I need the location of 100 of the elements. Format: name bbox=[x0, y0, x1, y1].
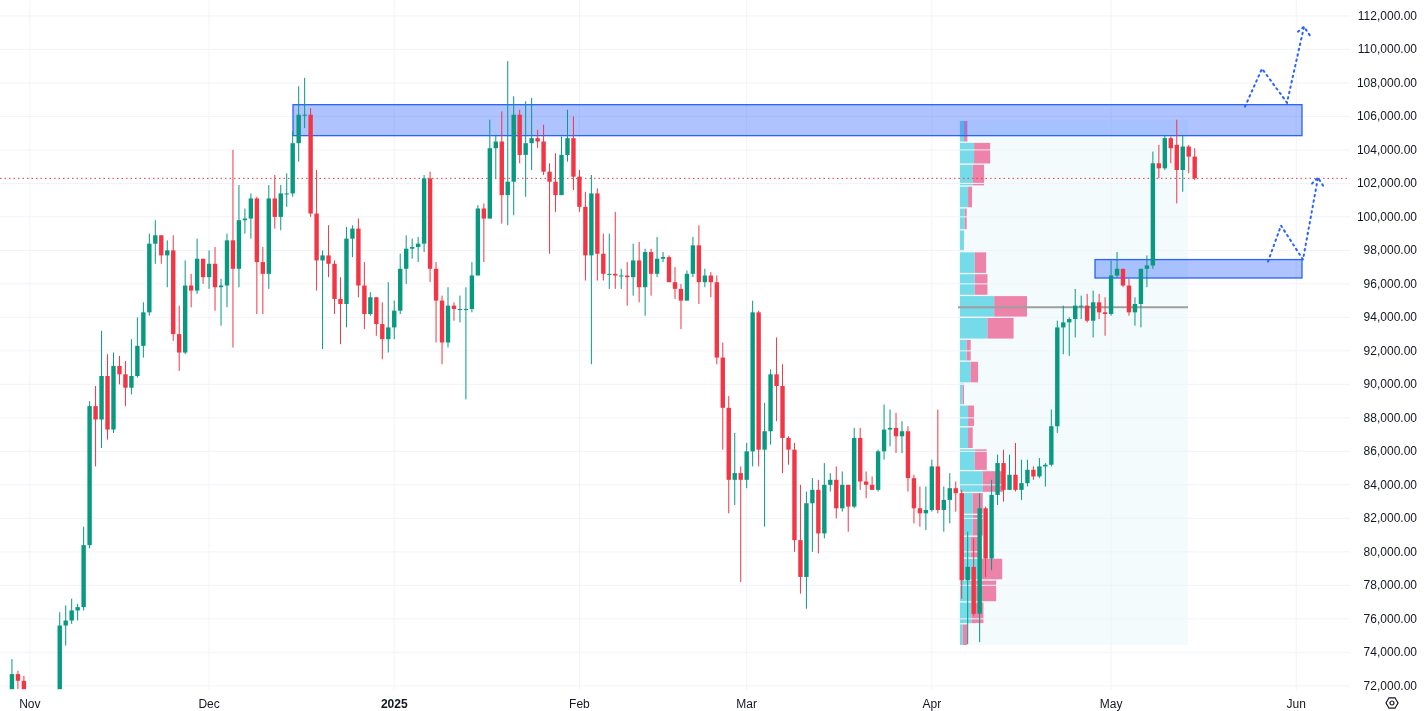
candlestick bbox=[1168, 135, 1173, 164]
candlestick bbox=[248, 192, 254, 240]
candlestick bbox=[648, 248, 654, 297]
candlestick bbox=[810, 477, 815, 553]
candlestick bbox=[284, 172, 289, 208]
candlestick bbox=[738, 465, 743, 583]
y-tick-label: 88,000.00 bbox=[1363, 410, 1418, 425]
candlestick bbox=[732, 432, 737, 506]
candlestick bbox=[481, 202, 487, 263]
candlestick bbox=[463, 286, 469, 400]
y-tick-label: 90,000.00 bbox=[1363, 377, 1418, 392]
x-tick-label: Jun bbox=[1286, 697, 1306, 711]
candlestick bbox=[774, 336, 779, 422]
candlestick bbox=[404, 234, 409, 285]
candlestick bbox=[338, 276, 343, 345]
candlestick bbox=[619, 268, 624, 290]
candlestick bbox=[165, 239, 170, 288]
candlestick bbox=[69, 598, 74, 625]
x-tick-label: 2025 bbox=[380, 697, 408, 711]
candlestick bbox=[762, 402, 767, 528]
y-tick-label: 74,000.00 bbox=[1363, 645, 1418, 660]
y-tick-label: 106,000.00 bbox=[1356, 109, 1418, 124]
candlestick bbox=[601, 233, 606, 282]
candlestick bbox=[1061, 305, 1066, 355]
candlestick bbox=[159, 234, 164, 265]
candlestick bbox=[123, 360, 128, 407]
candlestick bbox=[380, 301, 385, 360]
candlestick bbox=[278, 184, 283, 231]
candlestick bbox=[260, 246, 266, 315]
y-tick-label: 102,000.00 bbox=[1356, 176, 1418, 191]
candlestick bbox=[117, 355, 122, 385]
candlestick bbox=[1078, 295, 1084, 320]
candlestick bbox=[386, 281, 391, 354]
candlestick bbox=[786, 435, 791, 466]
y-tick-label: 82,000.00 bbox=[1363, 511, 1418, 526]
candlestick bbox=[1013, 442, 1018, 493]
y-tick-label: 84,000.00 bbox=[1363, 477, 1418, 492]
candlestick bbox=[1186, 144, 1191, 174]
y-tick-label: 72,000.00 bbox=[1363, 678, 1418, 693]
candlestick bbox=[863, 470, 869, 499]
x-tick-label: Apr bbox=[922, 697, 942, 711]
x-tick-label: Mar bbox=[736, 697, 758, 711]
y-tick-label: 92,000.00 bbox=[1363, 343, 1418, 358]
candlestick bbox=[368, 291, 373, 317]
candlestick bbox=[1037, 457, 1042, 479]
candlestick bbox=[607, 233, 612, 290]
x-tick-label: May bbox=[1099, 697, 1123, 711]
candlestick bbox=[63, 604, 68, 647]
bar bbox=[964, 121, 968, 142]
candlestick bbox=[1084, 293, 1090, 323]
candlestick bbox=[654, 236, 660, 278]
candlestick bbox=[93, 385, 98, 467]
candlestick bbox=[153, 219, 158, 265]
y-tick-label: 98,000.00 bbox=[1363, 243, 1418, 258]
bar bbox=[970, 361, 979, 383]
candlestick bbox=[702, 268, 708, 288]
candlestick bbox=[625, 261, 630, 307]
bar bbox=[960, 186, 969, 208]
y-tick-label: 94,000.00 bbox=[1363, 310, 1418, 325]
candlestick bbox=[678, 283, 684, 330]
bar bbox=[968, 186, 973, 208]
y-tick-label: 110,000.00 bbox=[1357, 42, 1418, 57]
candlestick bbox=[177, 305, 182, 372]
candlestick bbox=[869, 475, 875, 491]
candlestick bbox=[1144, 254, 1150, 288]
candlestick bbox=[965, 531, 970, 645]
candlestick bbox=[672, 266, 678, 300]
candlestick bbox=[708, 271, 714, 298]
candlestick bbox=[529, 97, 534, 171]
candlestick bbox=[15, 670, 21, 690]
candlestick bbox=[523, 100, 528, 198]
candlestick bbox=[129, 338, 134, 395]
candlestick bbox=[1025, 459, 1030, 488]
candlestick bbox=[9, 658, 15, 690]
candlestick bbox=[1096, 293, 1102, 320]
y-tick-label: 86,000.00 bbox=[1363, 444, 1418, 459]
candlestick bbox=[660, 251, 666, 263]
y-tick-label: 104,000.00 bbox=[1356, 142, 1418, 157]
y-tick-label: 80,000.00 bbox=[1363, 544, 1418, 559]
candlestick bbox=[535, 129, 540, 149]
candlestick bbox=[630, 243, 636, 297]
y-tick-label: 108,000.00 bbox=[1356, 75, 1418, 90]
candlestick bbox=[457, 295, 463, 323]
y-tick-label: 78,000.00 bbox=[1363, 578, 1418, 593]
x-tick-label: Dec bbox=[198, 697, 220, 711]
y-tick-label: 76,000.00 bbox=[1363, 611, 1418, 626]
x-tick-label: Feb bbox=[569, 697, 591, 711]
candlestick bbox=[941, 486, 947, 533]
bar bbox=[960, 164, 973, 186]
x-tick-label: Nov bbox=[19, 697, 41, 711]
candlestick bbox=[1102, 296, 1108, 337]
candlestick bbox=[846, 484, 851, 533]
candlestick bbox=[409, 238, 415, 260]
candlestick bbox=[947, 472, 952, 524]
candlestick bbox=[1156, 144, 1162, 179]
y-tick-label: 96,000.00 bbox=[1363, 276, 1418, 291]
candlestick bbox=[565, 109, 570, 163]
candlestick bbox=[899, 420, 905, 454]
candlestick bbox=[917, 486, 923, 528]
candlestick bbox=[828, 472, 833, 493]
